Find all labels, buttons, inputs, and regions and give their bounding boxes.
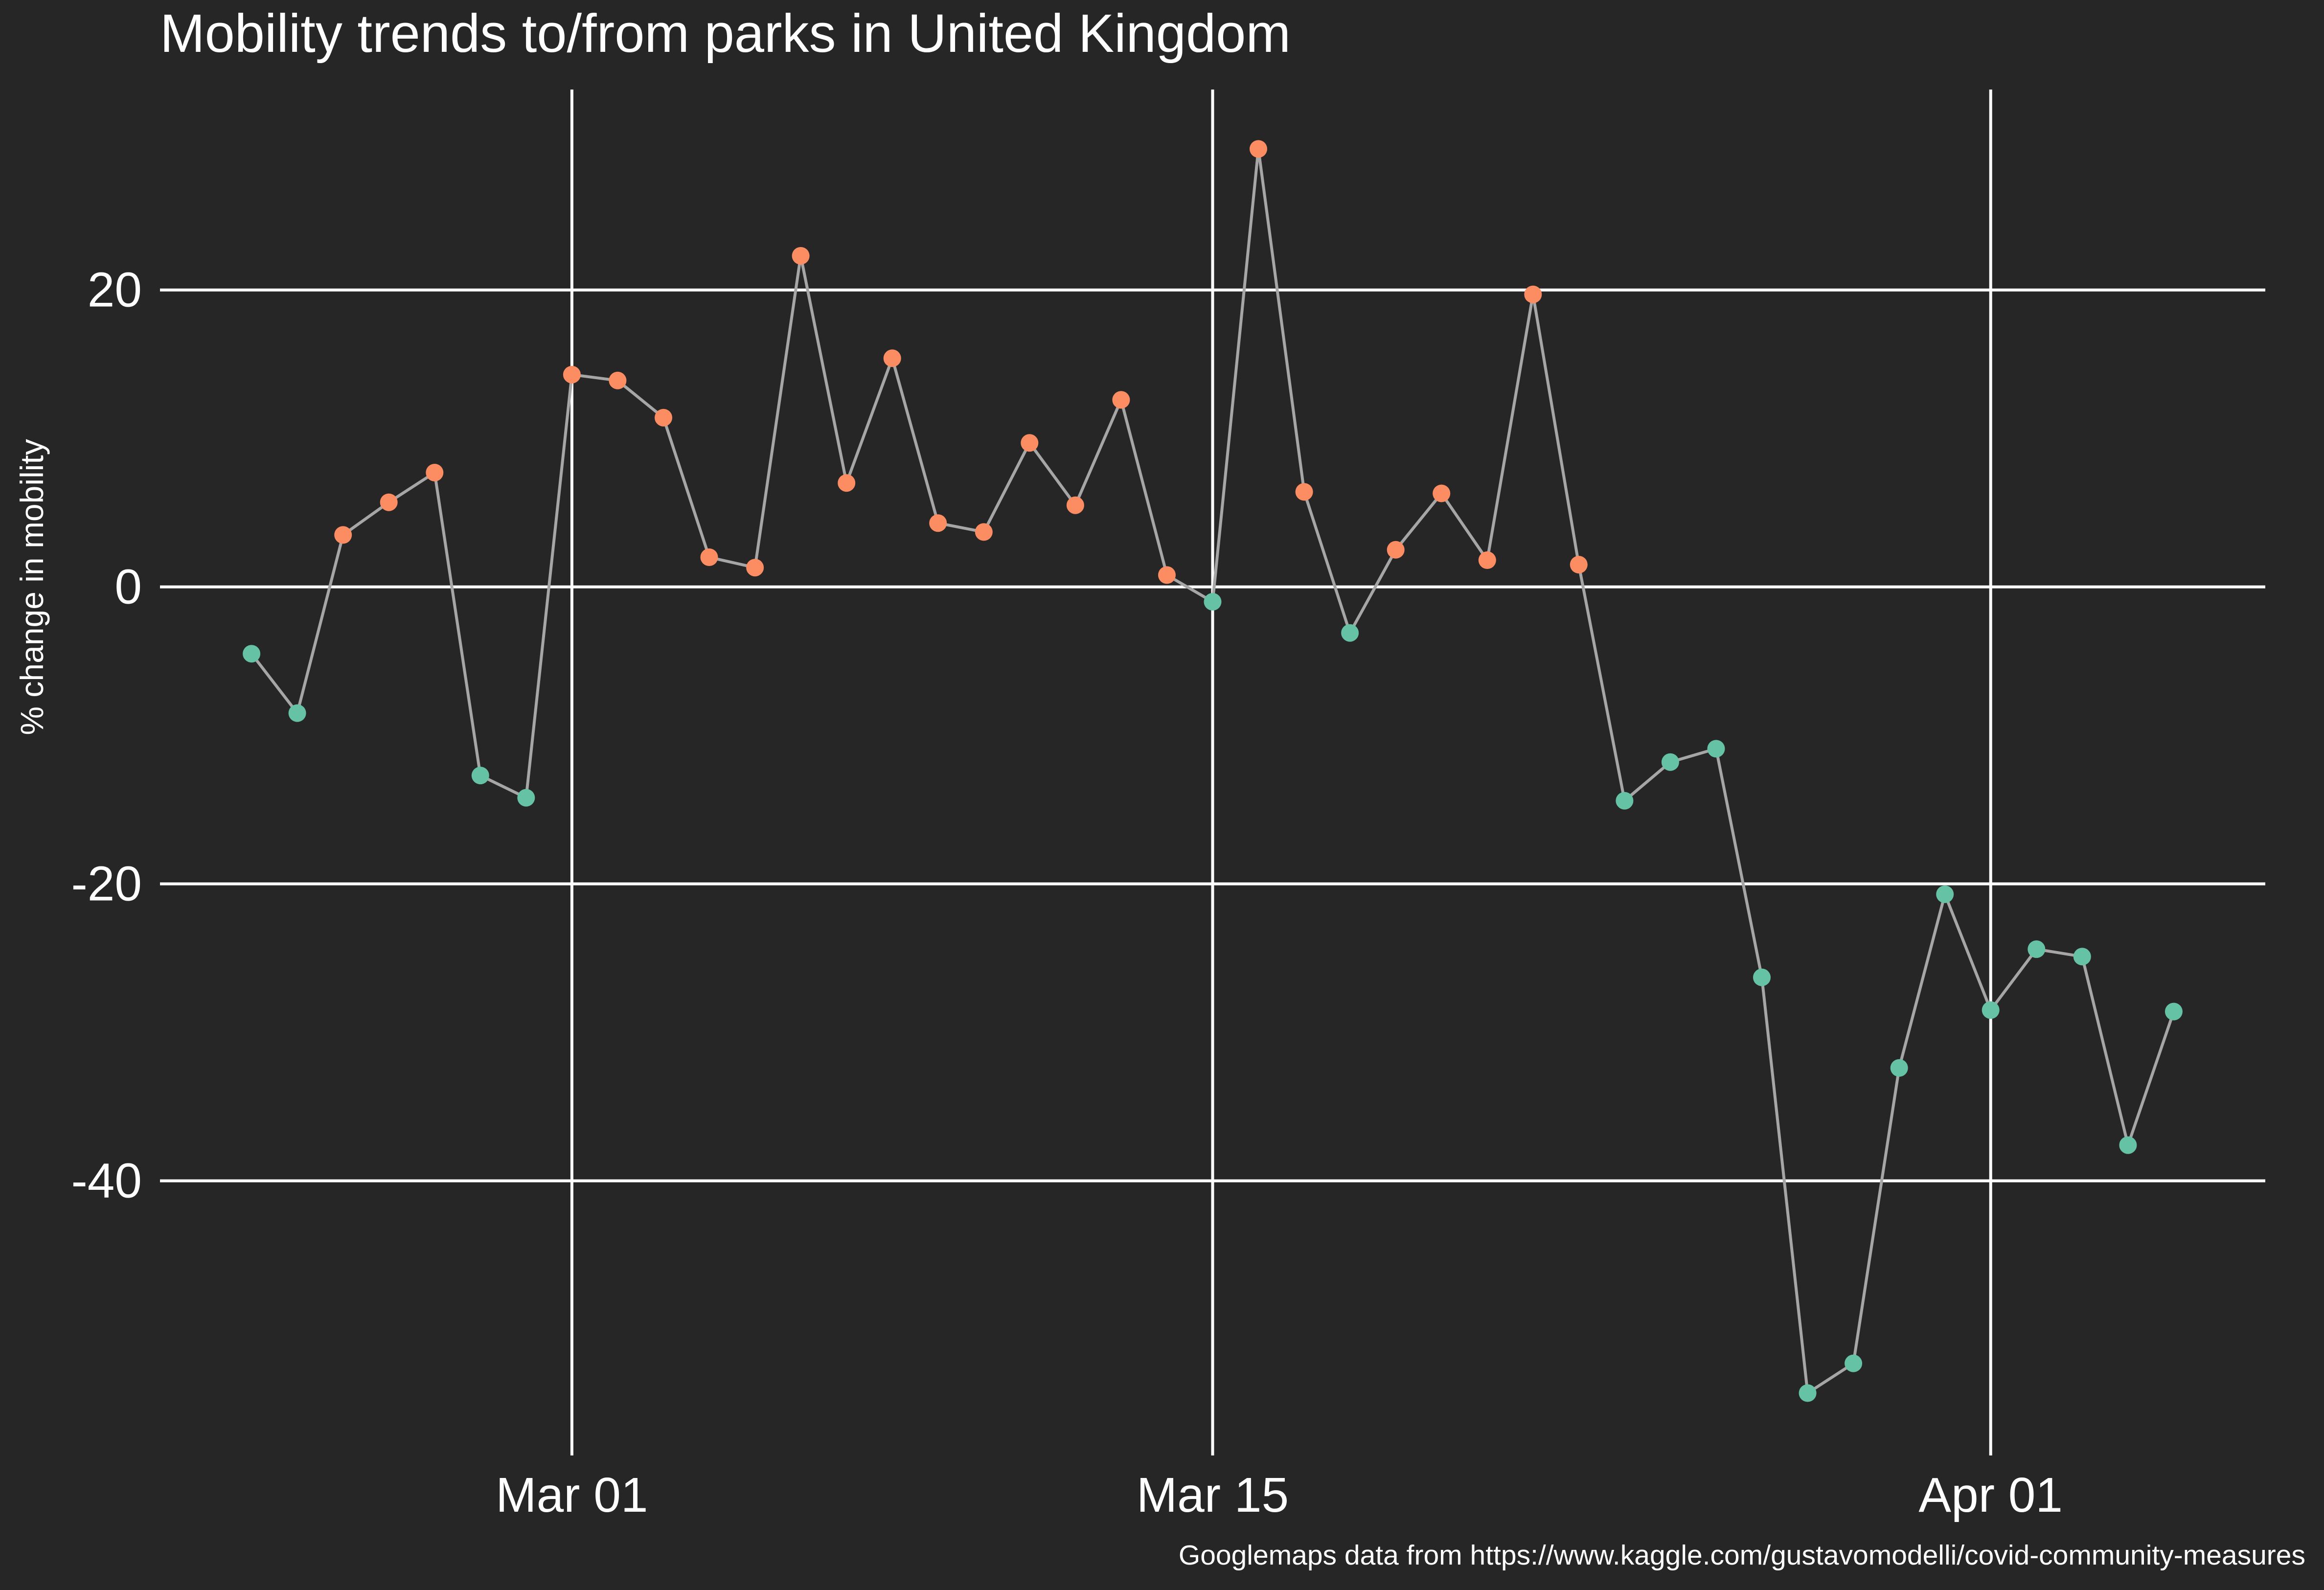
data-point: [1524, 285, 1542, 303]
data-point: [655, 409, 672, 427]
data-point: [1433, 484, 1451, 502]
data-point: [288, 704, 306, 722]
data-point: [1661, 753, 1679, 771]
data-point: [746, 559, 764, 577]
data-point: [929, 514, 947, 532]
data-point: [838, 474, 856, 492]
data-point: [380, 493, 398, 511]
data-points: [243, 140, 2183, 1402]
data-point: [1982, 1001, 2000, 1019]
caption: Googlemaps data from https://www.kaggle.…: [1179, 1540, 2305, 1571]
x-axis-tick-labels: Mar 01 Mar 15 Apr 01: [496, 1468, 2063, 1522]
data-point: [1570, 556, 1588, 574]
x-tick-label: Mar 01: [496, 1468, 648, 1522]
data-point: [883, 349, 901, 367]
data-point: [1845, 1354, 1863, 1372]
data-point: [1112, 391, 1130, 409]
y-tick-label: -40: [71, 1154, 142, 1208]
data-point: [609, 371, 627, 389]
data-point: [1478, 551, 1496, 569]
data-point: [1204, 593, 1222, 611]
gridlines: [160, 90, 2265, 1455]
y-tick-label: -20: [71, 857, 142, 911]
y-axis-label: % change in mobility: [14, 439, 50, 735]
data-point: [1295, 483, 1313, 501]
data-point: [1158, 566, 1176, 584]
data-point: [517, 789, 535, 807]
data-point: [700, 548, 718, 566]
data-point: [243, 645, 261, 663]
y-tick-label: 0: [114, 560, 142, 614]
data-point: [471, 767, 489, 785]
data-point: [1021, 434, 1039, 452]
data-point: [1066, 496, 1084, 514]
data-point: [2119, 1136, 2137, 1154]
data-point: [792, 247, 810, 265]
data-point: [2073, 948, 2091, 966]
data-point: [426, 464, 444, 481]
data-point: [1250, 140, 1267, 158]
data-point: [2165, 1002, 2183, 1021]
data-point: [334, 526, 352, 544]
data-point: [1753, 968, 1771, 986]
data-point: [1387, 541, 1405, 559]
x-tick-label: Mar 15: [1137, 1468, 1289, 1522]
data-point: [563, 365, 581, 384]
data-point: [1707, 740, 1725, 758]
data-point: [1936, 885, 1954, 903]
data-point: [1799, 1384, 1817, 1402]
data-point: [1616, 792, 1634, 810]
y-axis-tick-labels: -40 -20 0 20: [71, 263, 142, 1208]
data-point: [1341, 624, 1359, 642]
x-tick-label: Apr 01: [1918, 1468, 2063, 1522]
chart-title: Mobility trends to/from parks in United …: [160, 3, 1291, 64]
data-point: [1890, 1059, 1908, 1077]
data-point: [2028, 940, 2046, 958]
data-point: [975, 523, 993, 541]
y-tick-label: 20: [88, 263, 142, 318]
